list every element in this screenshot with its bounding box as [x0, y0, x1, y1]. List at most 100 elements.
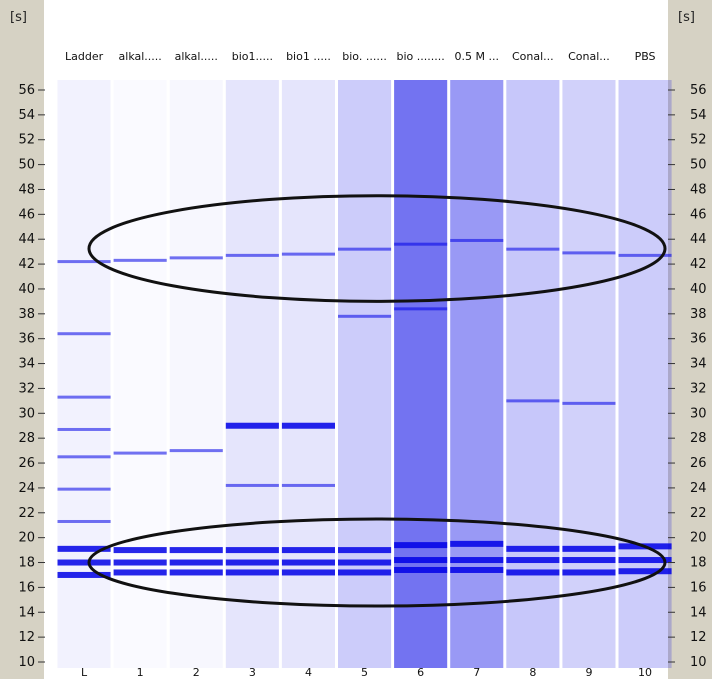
band-lane-7-2: [450, 557, 504, 564]
band-lane-8-0: [506, 247, 560, 251]
band-lane-3-3: [225, 547, 279, 554]
band-lane-8-4: [506, 569, 560, 576]
band-lane-L-3: [57, 427, 111, 431]
band-lane-1-2: [113, 547, 167, 554]
band-lane-8-2: [506, 545, 560, 552]
band-lane-5-0: [338, 247, 392, 251]
lane-2-background: [170, 80, 223, 668]
lane-number-1: 1: [137, 666, 144, 679]
band-lane-3-1: [225, 422, 279, 429]
left-tick-label: 56: [18, 83, 35, 98]
band-lane-6-3: [394, 557, 448, 564]
right-tick-label: 40: [690, 282, 707, 297]
band-lane-L-9: [57, 571, 111, 578]
right-tick-label: 14: [690, 605, 707, 620]
band-lane-3-4: [225, 559, 279, 566]
left-tick-label: 46: [18, 207, 35, 222]
left-tick-label: 14: [18, 605, 35, 620]
left-tick-label: 48: [18, 182, 35, 197]
band-lane-5-3: [338, 559, 392, 566]
band-lane-10-2: [618, 557, 672, 564]
band-lane-L-7: [57, 545, 111, 552]
right-tick-label: 36: [690, 332, 707, 347]
left-tick-label: 34: [18, 357, 35, 372]
band-lane-9-3: [562, 557, 616, 564]
lane-number-4: 4: [305, 666, 312, 679]
right-tick-label: 26: [690, 456, 707, 471]
band-lane-L-5: [57, 487, 111, 491]
right-tick-label: 16: [690, 580, 707, 595]
band-lane-5-1: [338, 314, 392, 318]
lane-name-2: alkal.....: [175, 50, 218, 63]
band-lane-2-3: [169, 559, 223, 566]
lane-name-3: bio1.....: [232, 50, 273, 63]
band-lane-2-0: [169, 256, 223, 260]
band-lane-10-0: [618, 253, 672, 257]
left-tick-label: 18: [18, 556, 35, 571]
left-tick-label: 24: [18, 481, 35, 496]
lane-number-L: L: [81, 666, 88, 679]
band-lane-9-2: [562, 545, 616, 552]
right-tick-label: 24: [690, 481, 707, 496]
band-lane-6-2: [394, 542, 448, 549]
lane-name-10: PBS: [635, 50, 656, 63]
band-lane-7-3: [450, 566, 504, 573]
lane-name-7: 0.5 M ...: [455, 50, 499, 63]
lane-name-5: bio. ......: [342, 50, 387, 63]
right-tick-label: 28: [690, 431, 707, 446]
band-lane-5-4: [338, 569, 392, 576]
band-lane-4-3: [281, 547, 335, 554]
lane-name-9: Conal...: [568, 50, 610, 63]
band-lane-7-1: [450, 540, 504, 547]
left-tick-label: 40: [18, 282, 35, 297]
right-tick-label: 30: [690, 406, 707, 421]
band-lane-L-4: [57, 455, 111, 459]
left-tick-label: 20: [18, 531, 35, 546]
right-tick-label: 18: [690, 556, 707, 571]
lane-8-background: [506, 80, 560, 668]
lane-number-9: 9: [585, 666, 592, 679]
band-lane-3-2: [225, 483, 279, 487]
band-lane-4-4: [281, 559, 335, 566]
lane-number-10: 10: [638, 666, 652, 679]
lane-number-6: 6: [417, 666, 424, 679]
right-tick-label: 48: [690, 182, 707, 197]
lane-number-5: 5: [361, 666, 368, 679]
right-tick-label: 52: [690, 133, 707, 148]
left-tick-label: 44: [18, 232, 35, 247]
band-lane-9-0: [562, 251, 616, 255]
band-lane-L-8: [57, 559, 111, 566]
annotation-ellipse-1: [87, 194, 667, 303]
right-tick-label: 32: [690, 381, 707, 396]
band-lane-1-4: [113, 569, 167, 576]
lane-1-background: [114, 80, 167, 668]
left-axis-unit: [s]: [10, 10, 27, 25]
right-axis-unit: [s]: [678, 10, 695, 25]
band-lane-4-5: [281, 569, 335, 576]
band-lane-9-4: [562, 569, 616, 576]
band-lane-L-1: [57, 332, 111, 336]
left-tick-label: 36: [18, 332, 35, 347]
lane-L-background: [57, 80, 111, 668]
band-lane-6-0: [394, 242, 448, 246]
left-tick-label: 30: [18, 406, 35, 421]
band-lane-7-0: [450, 238, 504, 242]
band-lane-8-3: [506, 557, 560, 564]
band-lane-4-2: [281, 483, 335, 487]
right-tick-label: 34: [690, 357, 707, 372]
lane-name-4: bio1 .....: [286, 50, 331, 63]
band-lane-5-2: [338, 547, 392, 554]
band-lane-L-2: [57, 395, 111, 399]
band-lane-4-0: [281, 252, 335, 256]
right-tick-label: 20: [690, 531, 707, 546]
lane-number-8: 8: [529, 666, 536, 679]
right-tick-label: 38: [690, 307, 707, 322]
lane-name-6: bio ........: [397, 50, 445, 63]
right-tick-label: 46: [690, 207, 707, 222]
band-lane-1-0: [113, 258, 167, 262]
right-tick-label: 44: [690, 232, 707, 247]
lane-name-L: Ladder: [65, 50, 104, 63]
left-tick-label: 12: [18, 630, 35, 645]
left-tick-label: 32: [18, 381, 35, 396]
